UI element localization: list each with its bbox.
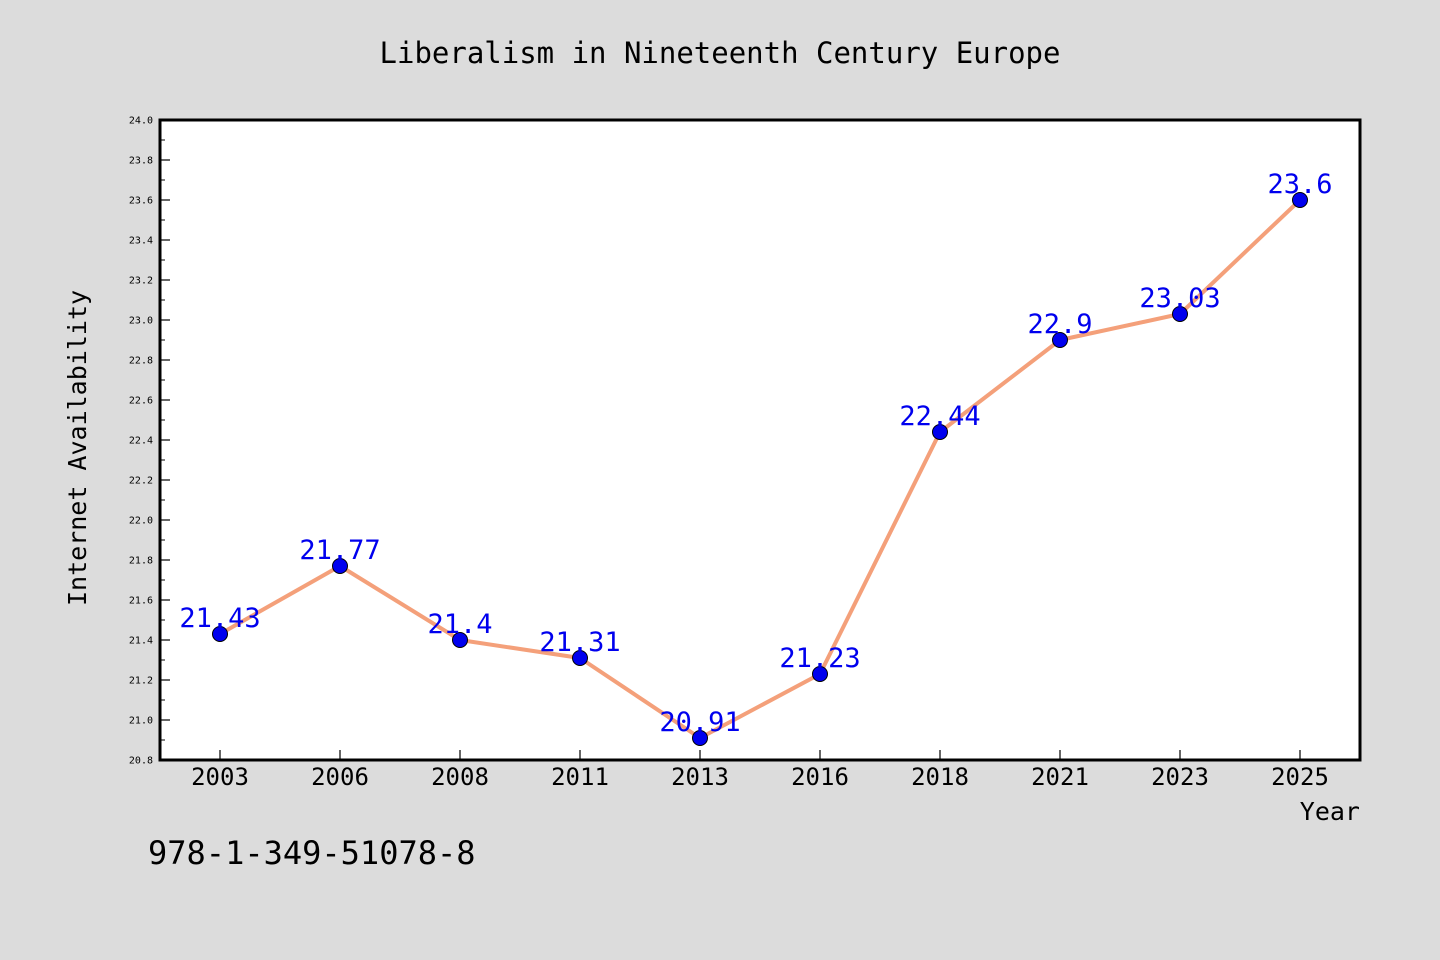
data-point-marker (1292, 192, 1308, 208)
plot-area (158, 118, 1362, 762)
data-label: 21.77 (299, 535, 380, 566)
y-tick-label: 23.6 (129, 196, 153, 207)
data-point-marker (1172, 306, 1188, 322)
data-label: 21.23 (779, 643, 860, 674)
x-tick-label: 2008 (431, 763, 489, 791)
x-tick-label: 2023 (1151, 763, 1209, 791)
data-label: 21.4 (427, 609, 492, 640)
y-tick-label: 21.0 (129, 716, 153, 727)
x-axis-ticks: 2003 2006 2008 2011 2013 2016 2018 2021 2023 2025 (191, 750, 1329, 791)
data-label: 20.91 (659, 707, 740, 738)
data-point-marker (1052, 332, 1068, 348)
series-line (218, 198, 1302, 740)
data-label: 21.31 (539, 627, 620, 658)
y-tick-label: 21.2 (129, 676, 153, 687)
data-label: 22.9 (1027, 309, 1092, 340)
y-tick-label: 23.2 (129, 276, 153, 287)
data-point-marker (212, 626, 228, 642)
x-axis-label: Year (1300, 797, 1360, 826)
y-tick-label: 22.8 (129, 356, 153, 367)
data-point-marker (572, 650, 588, 666)
y-tick-label: 21.4 (129, 636, 153, 647)
y-tick-label: 20.8 (129, 756, 153, 767)
x-tick-label: 2016 (791, 763, 849, 791)
y-tick-label: 23.8 (129, 156, 153, 167)
isbn-text: 978-1-349-51078-8 (148, 834, 476, 872)
y-axis-ticks: 20.8 21.0 21.2 21.4 21.6 21.8 22.0 22.2 22.4 22.6… (129, 116, 170, 767)
y-tick-label: 24.0 (129, 116, 153, 127)
y-tick-label: 23.0 (129, 316, 153, 327)
x-tick-label: 2025 (1271, 763, 1329, 791)
x-tick-label: 2018 (911, 763, 969, 791)
x-tick-label: 2011 (551, 763, 609, 791)
data-label: 23.6 (1267, 169, 1332, 200)
x-tick-label: 2021 (1031, 763, 1089, 791)
data-point-marker (812, 666, 828, 682)
y-tick-label: 22.4 (129, 436, 153, 447)
data-point-marker (932, 424, 948, 440)
data-point-marker (692, 730, 708, 746)
chart-title: Liberalism in Nineteenth Century Europe (380, 36, 1061, 70)
x-tick-label: 2013 (671, 763, 729, 791)
y-tick-label: 21.6 (129, 596, 153, 607)
data-label: 22.44 (899, 401, 980, 432)
y-tick-label: 22.6 (129, 396, 153, 407)
y-tick-label: 21.8 (129, 556, 153, 567)
y-tick-label: 23.4 (129, 236, 153, 247)
data-point-marker (332, 558, 348, 574)
data-label: 21.43 (179, 603, 260, 634)
data-labels: 21.43 21.77 21.4 21.31 20.91 21.23 22.44 22.9 23… (179, 169, 1332, 738)
data-point-marker (452, 632, 468, 648)
data-series (212, 192, 1308, 746)
data-label: 23.03 (1139, 283, 1220, 314)
x-tick-label: 2006 (311, 763, 369, 791)
y-tick-label: 22.0 (129, 516, 153, 527)
y-axis-label: Internet Availability (63, 290, 92, 606)
y-tick-label: 22.2 (129, 476, 153, 487)
x-tick-label: 2003 (191, 763, 249, 791)
